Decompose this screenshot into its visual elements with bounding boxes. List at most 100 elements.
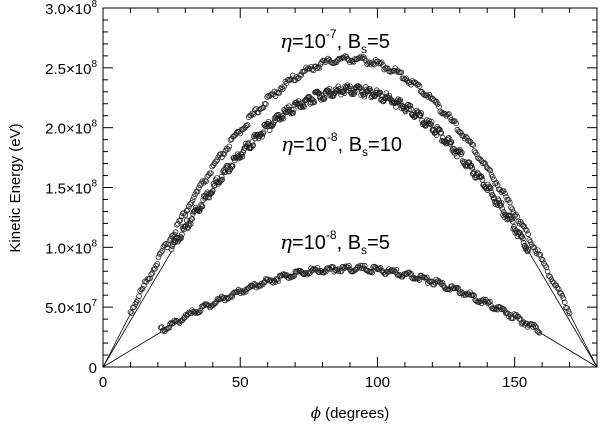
data-point: [136, 293, 142, 300]
data-point: [338, 55, 345, 62]
data-point: [314, 65, 320, 71]
data-point: [202, 177, 208, 184]
annotation-exponent: -7: [326, 27, 337, 41]
data-point: [498, 189, 505, 195]
data-points: [127, 53, 573, 336]
data-point: [237, 130, 244, 137]
data-point: [448, 139, 455, 145]
data-point: [212, 300, 219, 307]
data-point: [133, 299, 140, 305]
data-point: [518, 234, 525, 240]
annotation-eq: =10: [292, 232, 326, 254]
data-point: [369, 269, 375, 276]
data-point: [242, 140, 249, 147]
data-point: [361, 262, 368, 269]
data-point: [275, 278, 282, 284]
guide-line: [569, 313, 598, 368]
y-tick-label: 1.5×108: [45, 179, 97, 198]
y-tick-label: 2.0×108: [45, 119, 97, 138]
data-point: [418, 110, 425, 116]
data-point: [243, 122, 250, 129]
data-point: [487, 185, 494, 192]
data-point: [168, 246, 175, 253]
data-point: [428, 118, 435, 125]
y-tick-exponent: 8: [91, 0, 97, 10]
x-axis-title: ϕ (degrees): [311, 404, 390, 422]
data-point: [301, 104, 307, 110]
data-point: [340, 89, 346, 95]
data-point: [564, 305, 570, 311]
data-point: [225, 146, 231, 152]
data-point: [488, 189, 495, 196]
data-point: [437, 126, 443, 133]
data-point: [463, 133, 469, 140]
x-axis-title-text: (degrees): [321, 405, 389, 422]
data-point: [214, 157, 220, 164]
data-point: [378, 59, 385, 66]
data-point: [177, 217, 184, 223]
annotation-value: =5: [367, 232, 390, 254]
data-point: [447, 114, 453, 121]
data-point: [361, 93, 368, 100]
data-point: [155, 254, 162, 261]
data-point: [407, 103, 414, 109]
data-point: [182, 212, 189, 218]
data-point: [462, 292, 469, 298]
annotation-subscript: s: [361, 243, 367, 257]
data-point: [219, 176, 226, 183]
data-point: [489, 173, 496, 180]
y-tick-label: 5.0×107: [45, 298, 97, 317]
data-point: [331, 60, 337, 66]
data-point: [359, 262, 366, 269]
data-point: [341, 54, 347, 61]
data-point: [178, 235, 185, 241]
data-point: [341, 90, 348, 96]
data-point: [460, 292, 467, 299]
data-point: [535, 328, 542, 335]
data-point: [499, 206, 506, 212]
data-point: [263, 101, 269, 107]
data-point: [533, 324, 540, 331]
data-point: [192, 310, 199, 316]
data-point: [486, 166, 492, 173]
data-point: [531, 244, 537, 251]
y-tick-exponent: 7: [91, 298, 97, 309]
data-point: [509, 206, 516, 213]
annotation-eq: =10: [293, 134, 327, 156]
data-point: [509, 218, 516, 225]
data-point: [356, 84, 363, 90]
data-point: [325, 87, 331, 94]
data-point: [244, 122, 251, 128]
data-point: [308, 99, 314, 106]
data-point: [453, 120, 459, 127]
data-point: [333, 59, 340, 66]
data-point: [498, 200, 505, 206]
data-point: [539, 257, 546, 263]
data-point: [316, 65, 323, 71]
data-point: [386, 92, 392, 99]
data-point: [498, 306, 505, 313]
data-point: [357, 262, 364, 269]
annotation-eta7-bs5: η=10-7, Bs=5: [280, 27, 390, 56]
data-point: [426, 91, 433, 98]
x-tick-label: 50: [232, 374, 249, 391]
guide-line: [539, 331, 598, 368]
annotation-eta-symbol: η: [281, 132, 293, 156]
guide-line: [102, 331, 161, 368]
data-point: [421, 274, 428, 281]
data-point: [520, 235, 526, 242]
data-point: [560, 295, 567, 302]
annotation-value: =5: [367, 31, 390, 53]
data-point: [522, 226, 529, 233]
data-point: [330, 93, 337, 99]
annotation-subscript: s: [362, 145, 368, 159]
data-point: [433, 132, 440, 138]
y-tick-mantissa: 1.5×10: [45, 181, 91, 198]
data-point: [149, 270, 156, 276]
data-point: [280, 115, 287, 122]
data-point: [397, 97, 403, 103]
y-tick-mantissa: 2.5×10: [45, 61, 91, 78]
data-point: [288, 106, 295, 113]
data-point: [416, 83, 423, 89]
data-point: [529, 321, 535, 328]
